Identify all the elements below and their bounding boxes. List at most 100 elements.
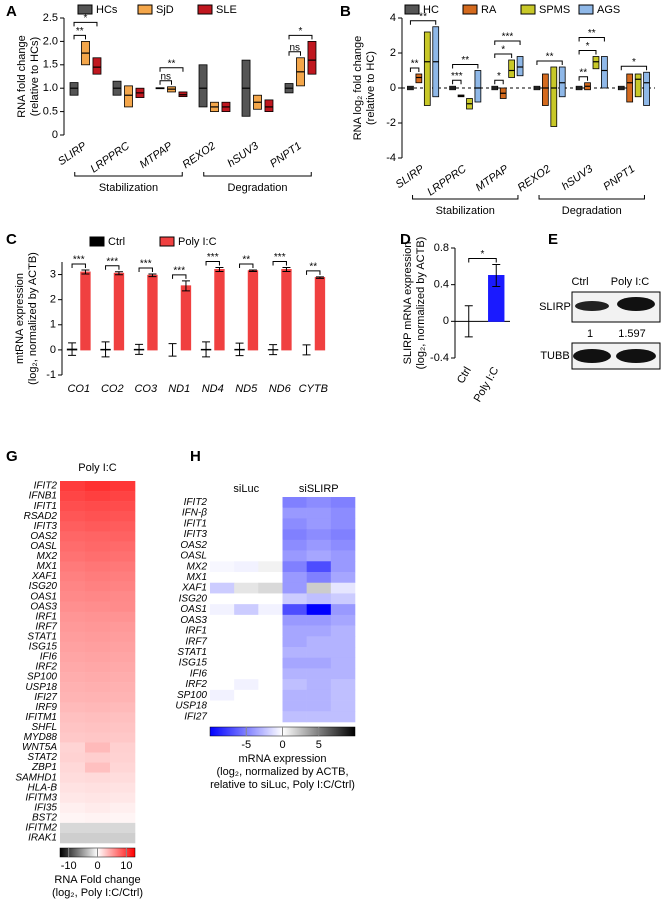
lane-label: Ctrl — [571, 276, 588, 288]
heatmap-cell — [210, 647, 235, 659]
row-label: IFI6 — [40, 652, 58, 663]
heatmap-cell — [85, 832, 111, 844]
x-tick-label: ND4 — [202, 383, 224, 395]
significance-bracket — [73, 21, 98, 27]
heatmap-cell — [60, 772, 86, 783]
heatmap-cell — [85, 581, 111, 592]
heatmap-cell — [282, 497, 307, 509]
significance-bracket — [494, 53, 513, 58]
row-label: HLA-B — [28, 782, 58, 793]
heatmap-cell — [306, 518, 332, 530]
y-axis-label: (relative to HC) — [365, 51, 377, 125]
heatmap-cell — [234, 636, 259, 648]
x-tick-label: PNPT1 — [268, 140, 304, 170]
significance-bracket — [452, 64, 479, 69]
heatmap-cell — [110, 772, 136, 783]
heatmap-cell — [234, 614, 259, 626]
row-label: IFI6 — [190, 668, 208, 679]
y-tick-label: 2.5 — [43, 12, 58, 24]
heatmap-cell — [330, 593, 356, 605]
significance-bracket — [73, 34, 86, 40]
heatmap-cell — [110, 682, 136, 693]
heatmap-cell — [110, 581, 136, 592]
heatmap-cell — [234, 550, 259, 562]
heatmap-cell — [85, 511, 111, 522]
row-label: IFIT3 — [34, 521, 58, 532]
heatmap-cell — [85, 812, 111, 824]
heatmap-cell — [234, 507, 259, 519]
significance-bracket — [409, 20, 437, 25]
panel-label: A — [6, 3, 17, 20]
box — [516, 56, 524, 77]
column-label: siLuc — [233, 483, 259, 495]
heatmap-cell — [330, 668, 356, 680]
heatmap-cell — [282, 550, 307, 562]
x-tick-label: LRPPRC — [88, 140, 131, 175]
heatmap-cell — [110, 752, 136, 763]
heatmap-cell — [210, 582, 235, 594]
heatmap-cell — [60, 692, 86, 703]
box — [508, 59, 515, 78]
error-bar — [215, 267, 224, 273]
legend-label: Poly I:C — [178, 236, 217, 248]
heatmap-cell — [110, 812, 136, 824]
heatmap-cell — [330, 636, 356, 648]
significance-bracket — [306, 270, 321, 275]
row-label: OAS1 — [180, 604, 207, 615]
row-label: IRAK1 — [28, 833, 57, 844]
heatmap-cell — [258, 711, 283, 723]
legend-swatch — [404, 4, 420, 15]
significance-label: ** — [309, 261, 317, 272]
significance-bracket — [578, 76, 589, 81]
y-tick-label: 2.0 — [43, 35, 58, 47]
heatmap-cell — [110, 561, 136, 572]
heatmap-cell — [60, 551, 86, 562]
quantification: 1 — [587, 328, 593, 340]
y-tick-label: 0 — [443, 315, 449, 327]
heatmap-cell — [258, 550, 283, 562]
heatmap-cell — [85, 742, 111, 753]
heatmap-cell — [85, 521, 111, 532]
legend-swatch — [197, 4, 213, 15]
x-tick-label: LRPPRC — [425, 163, 468, 198]
x-tick-label: hSUV3 — [225, 140, 261, 170]
heatmap-cell — [60, 571, 86, 582]
row-label: BST2 — [32, 813, 57, 824]
heatmap-cell — [306, 625, 332, 637]
heatmap-cell — [234, 529, 259, 541]
row-label: MX2 — [186, 561, 207, 572]
row-label: XAF1 — [181, 583, 207, 594]
heatmap-cell — [60, 521, 86, 532]
significance-label: ns — [289, 42, 300, 53]
heatmap-cell — [282, 593, 307, 605]
row-label: ISG20 — [29, 581, 58, 592]
box — [69, 82, 79, 96]
heatmap-cell — [282, 604, 307, 616]
row-label: IFIT1 — [34, 501, 57, 512]
row-label: IFITM3 — [25, 792, 57, 803]
heatmap-cell — [282, 561, 307, 573]
error-bar — [68, 342, 77, 356]
heatmap-cell — [110, 832, 136, 844]
heatmap-cell — [85, 591, 111, 602]
significance-label: *** — [502, 32, 514, 43]
x-tick-label: MTPAP — [474, 163, 512, 194]
band — [617, 297, 655, 311]
band — [573, 349, 611, 363]
heatmap-cell — [258, 679, 283, 691]
heatmap-cell — [234, 518, 259, 530]
row-label: IRF7 — [185, 636, 207, 647]
row-label: SAMHD1 — [15, 772, 57, 783]
error-bar — [282, 267, 291, 273]
heatmap-cell — [110, 702, 136, 713]
panel-label: D — [400, 231, 411, 248]
heatmap-cell — [60, 782, 86, 794]
y-axis-label: RNA fold change — [16, 35, 28, 118]
heatmap-cell — [60, 832, 86, 844]
row-label: MX1 — [186, 572, 207, 583]
x-tick-label: CYTB — [299, 383, 328, 395]
protein-label: SLIRP — [539, 301, 571, 313]
heatmap-cell — [210, 550, 235, 562]
significance-bracket — [288, 34, 313, 40]
heatmap-cell — [60, 601, 86, 613]
